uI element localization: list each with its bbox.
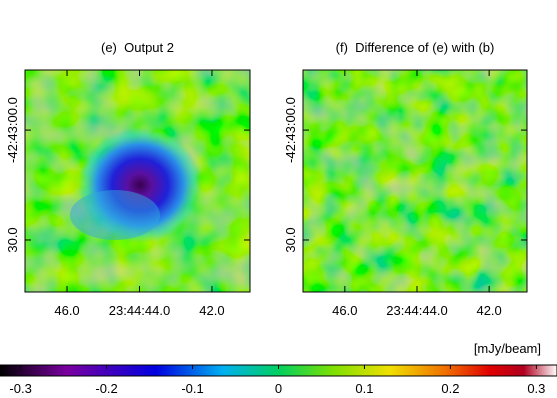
- x-tick-label: 46.0: [332, 303, 357, 318]
- colorbar-tick-label: -0.2: [95, 381, 117, 396]
- x-tick-label: 42.0: [476, 303, 501, 318]
- colorbar-label: [mJy/beam]: [474, 341, 541, 356]
- y-tick-label: -42:43:00.0: [5, 97, 20, 163]
- panel-title: (e) Output 2: [101, 40, 174, 55]
- colorbar-tick-label: 0.1: [355, 381, 373, 396]
- axes-frame: [24, 69, 251, 293]
- x-tick-label: 23:44:44.0: [109, 303, 170, 318]
- panel-image: [25, 70, 250, 292]
- x-tick-label: 46.0: [54, 303, 79, 318]
- colorbar-tick-label: 0: [275, 381, 282, 396]
- axes-frame: [302, 69, 528, 293]
- colorbar-tick-label: -0.1: [181, 381, 203, 396]
- x-tick-label: 23:44:44.0: [386, 303, 447, 318]
- colorbar-tick-label: 0.3: [527, 381, 545, 396]
- y-tick-label: 30.0: [5, 227, 20, 252]
- x-tick-label: 42.0: [199, 303, 224, 318]
- y-tick-label: -42:43:00.0: [283, 97, 298, 163]
- panel-title: (f) Difference of (e) with (b): [336, 40, 495, 55]
- panel-image: [303, 70, 527, 292]
- colorbar-tick-label: -0.3: [9, 381, 31, 396]
- colorbar-tick-label: 0.2: [441, 381, 459, 396]
- y-tick-label: 30.0: [283, 227, 298, 252]
